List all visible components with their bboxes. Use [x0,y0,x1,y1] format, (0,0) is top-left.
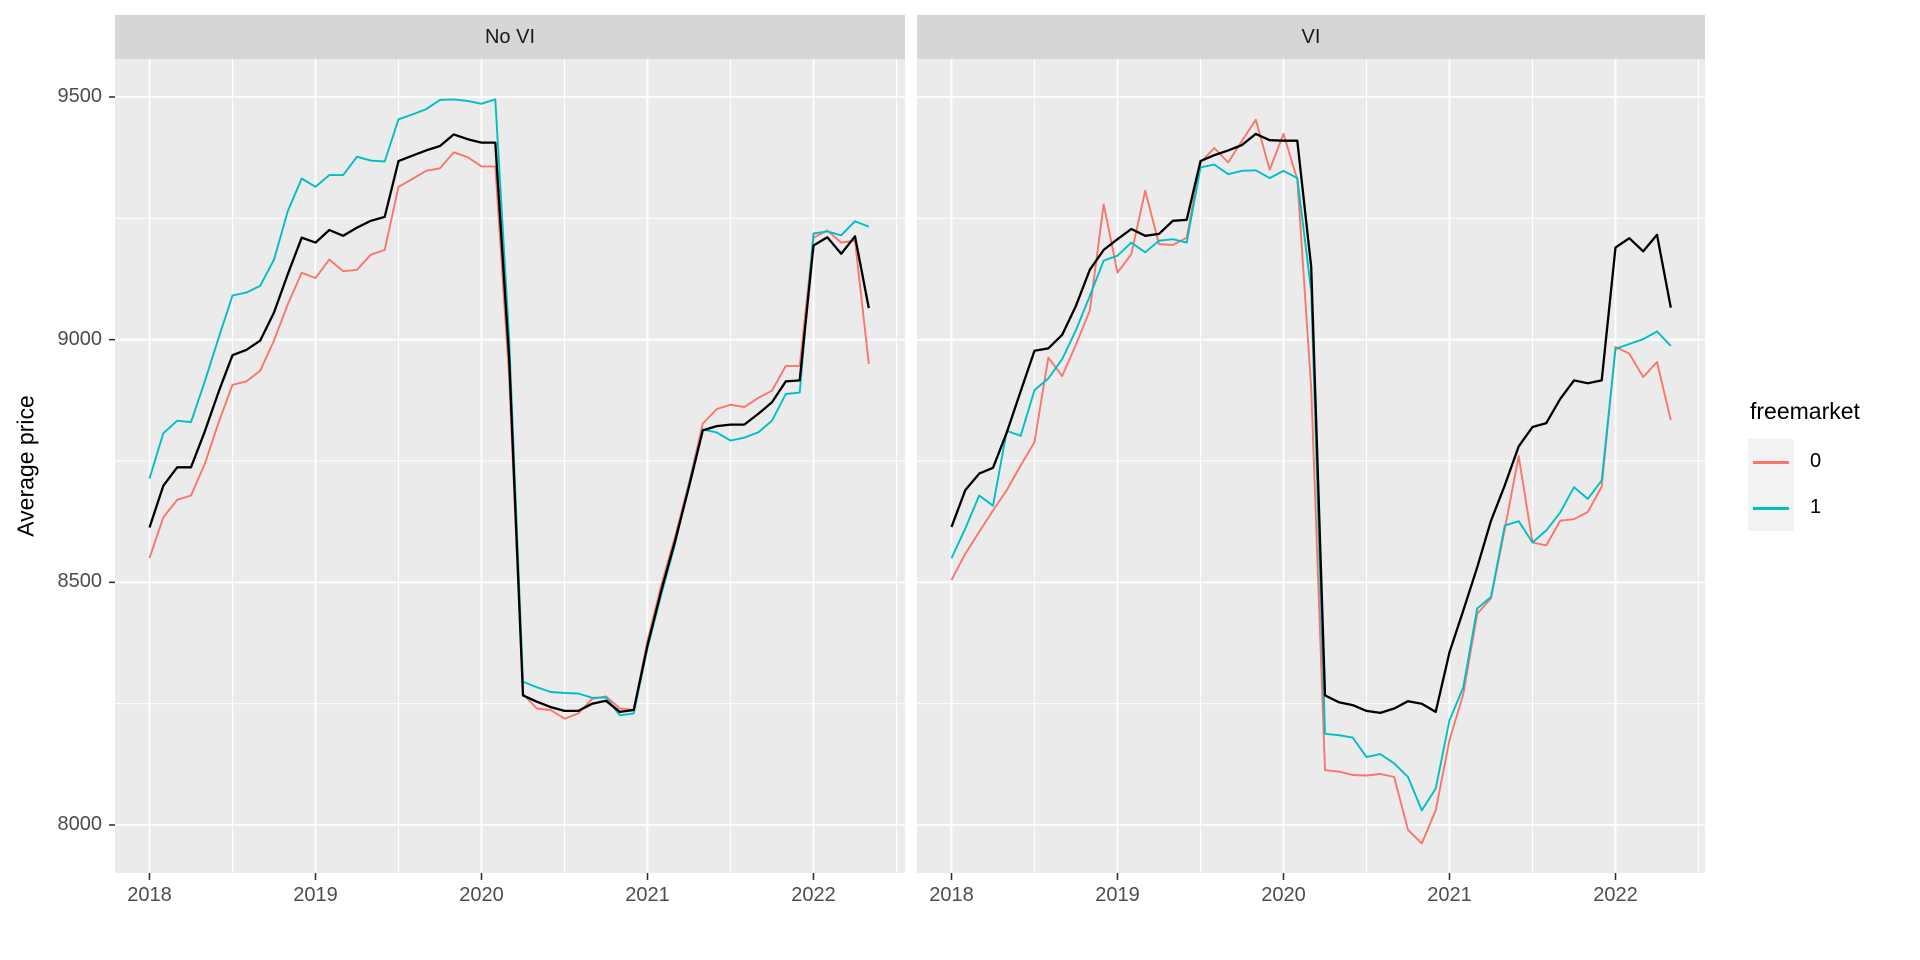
y-axis-title: Average price [12,395,39,537]
x-tick-label: 2020 [459,884,504,906]
x-tick-label: 2022 [791,884,836,906]
legend-entry-label: 1 [1810,496,1822,518]
y-tick-label: 8000 [57,812,103,835]
x-tick-label: 2019 [1095,884,1140,906]
x-tick-label: 2022 [1593,884,1638,906]
legend-line-swatch-1 [1753,507,1789,510]
x-tick-label: 2019 [293,884,338,906]
y-tick-label: 8500 [57,570,103,593]
legend-row-0: 0 [1748,439,1821,485]
facet-strip-label: VI [1301,25,1321,48]
x-tick-label: 2020 [1261,884,1306,906]
plot-panel-vi [917,59,1705,880]
facet-strip-label: No VI [484,25,536,48]
x-tick-label: 2018 [127,884,172,906]
series-line-1 [148,98,870,717]
legend-keys: 0 1 [1748,439,1821,531]
facet-strip-no-vi: No VI [115,15,905,59]
series-line-0 [148,151,870,720]
x-tick-label: 2021 [1427,884,1472,906]
legend-row-1: 1 [1748,485,1821,531]
panel-canvas-no-vi [109,59,905,880]
y-tick-label: 9500 [57,85,103,107]
series-line-0 [950,118,1672,845]
panel-canvas-vi [917,59,1705,880]
legend-line-swatch-0 [1753,461,1789,464]
y-tick-label: 9000 [57,327,103,350]
x-tick-label: 2021 [625,884,670,906]
series-line-overall [950,132,1672,715]
legend: freemarket 0 1 [1748,398,1860,531]
legend-entry-label: 0 [1810,450,1822,472]
plot-panel-no-vi [109,59,905,880]
x-tick-label: 2018 [929,884,974,906]
series-line-overall [148,133,870,714]
facet-strip-vi: VI [917,15,1705,59]
legend-title: freemarket [1750,398,1860,424]
